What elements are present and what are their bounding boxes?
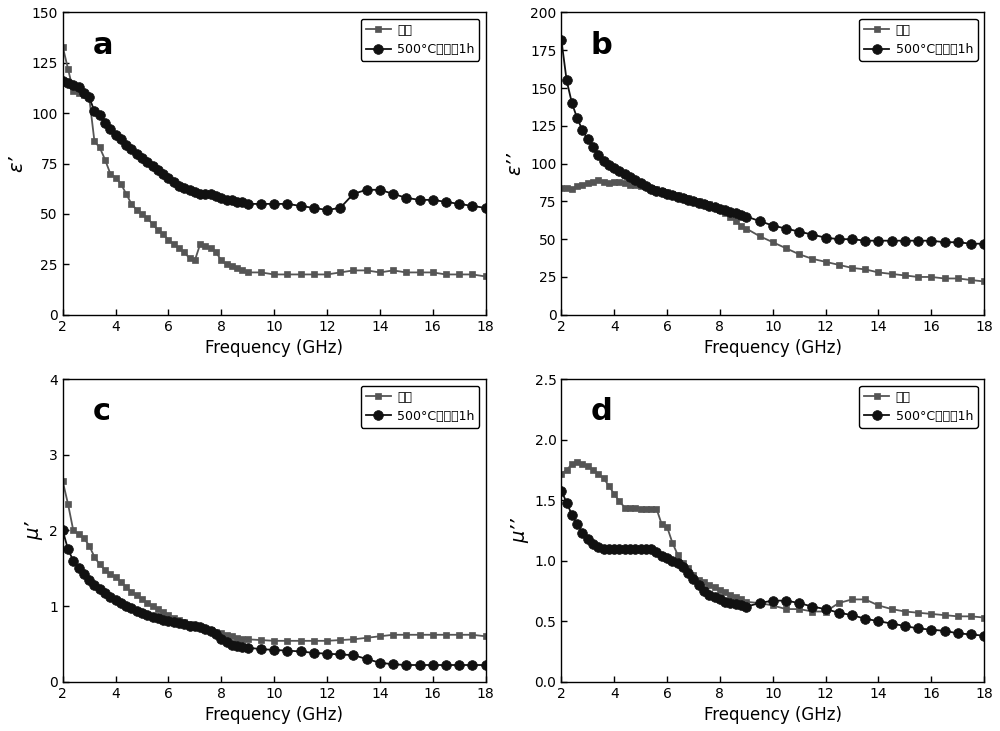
室温 <box>226 262 238 270</box>
室温 <box>767 238 779 246</box>
室温 <box>162 236 174 245</box>
500°C热处理1h <box>555 35 567 44</box>
室温 <box>608 490 620 499</box>
500°C热处理1h <box>480 203 492 212</box>
室温 <box>480 272 492 281</box>
Line: 室温: 室温 <box>558 177 988 285</box>
Line: 500°C热处理1h: 500°C热处理1h <box>556 485 989 640</box>
500°C热处理1h <box>754 599 766 607</box>
500°C热处理1h <box>57 526 69 535</box>
500°C热处理1h <box>210 192 222 200</box>
Text: d: d <box>591 398 613 426</box>
室温 <box>724 212 736 221</box>
Y-axis label: ε’: ε’ <box>7 155 26 172</box>
X-axis label: Frequency (GHz): Frequency (GHz) <box>205 706 343 724</box>
Text: b: b <box>591 31 613 60</box>
Legend: 室温, 500°C热处理1h: 室温, 500°C热处理1h <box>361 19 479 61</box>
500°C热处理1h <box>603 161 615 170</box>
Legend: 室温, 500°C热处理1h: 室温, 500°C热处理1h <box>859 19 978 61</box>
Line: 500°C热处理1h: 500°C热处理1h <box>58 526 490 670</box>
室温 <box>767 601 779 610</box>
500°C热处理1h <box>255 200 267 208</box>
室温 <box>162 610 174 619</box>
Legend: 室温, 500°C热处理1h: 室温, 500°C热处理1h <box>361 385 479 428</box>
Text: a: a <box>92 31 113 60</box>
室温 <box>255 636 267 645</box>
500°C热处理1h <box>321 205 333 214</box>
Line: 室温: 室温 <box>558 458 988 621</box>
500°C热处理1h <box>226 640 238 649</box>
室温 <box>268 637 280 645</box>
室温 <box>210 248 222 257</box>
室温 <box>555 469 567 478</box>
500°C热处理1h <box>709 203 721 212</box>
500°C热处理1h <box>162 617 174 626</box>
Y-axis label: μ’: μ’ <box>24 521 43 539</box>
室温 <box>221 260 233 269</box>
500°C热处理1h <box>719 597 731 606</box>
室温 <box>104 570 116 579</box>
500°C热处理1h <box>57 77 69 86</box>
室温 <box>221 630 233 639</box>
500°C热处理1h <box>709 593 721 602</box>
室温 <box>730 593 742 602</box>
500°C热处理1h <box>104 125 116 134</box>
室温 <box>57 477 69 485</box>
500°C热处理1h <box>221 638 233 647</box>
X-axis label: Frequency (GHz): Frequency (GHz) <box>704 706 842 724</box>
X-axis label: Frequency (GHz): Frequency (GHz) <box>205 339 343 357</box>
500°C热处理1h <box>400 661 412 670</box>
500°C热处理1h <box>480 661 492 670</box>
室温 <box>978 613 990 622</box>
室温 <box>666 189 678 198</box>
室温 <box>608 178 620 186</box>
室温 <box>714 586 726 594</box>
室温 <box>210 627 222 636</box>
室温 <box>730 216 742 225</box>
500°C热处理1h <box>965 239 977 248</box>
室温 <box>666 538 678 547</box>
Y-axis label: ε’’: ε’’ <box>506 152 525 175</box>
500°C热处理1h <box>221 195 233 204</box>
Line: 500°C热处理1h: 500°C热处理1h <box>556 35 989 249</box>
Text: c: c <box>92 398 110 426</box>
500°C热处理1h <box>724 599 736 607</box>
500°C热处理1h <box>555 486 567 495</box>
500°C热处理1h <box>603 545 615 553</box>
室温 <box>724 590 736 599</box>
X-axis label: Frequency (GHz): Frequency (GHz) <box>704 339 842 357</box>
Line: 室温: 室温 <box>59 478 489 644</box>
室温 <box>104 170 116 178</box>
Line: 室温: 室温 <box>59 43 489 280</box>
500°C热处理1h <box>210 629 222 638</box>
500°C热处理1h <box>978 632 990 640</box>
室温 <box>480 632 492 640</box>
室温 <box>555 183 567 192</box>
Line: 500°C热处理1h: 500°C热处理1h <box>58 76 490 215</box>
500°C热处理1h <box>719 206 731 215</box>
室温 <box>978 277 990 286</box>
500°C热处理1h <box>255 645 267 654</box>
500°C热处理1h <box>162 173 174 182</box>
室温 <box>255 268 267 277</box>
500°C热处理1h <box>661 554 673 563</box>
室温 <box>57 42 69 51</box>
500°C热处理1h <box>661 189 673 198</box>
500°C热处理1h <box>104 593 116 602</box>
500°C热处理1h <box>754 216 766 225</box>
Legend: 室温, 500°C热处理1h: 室温, 500°C热处理1h <box>859 385 978 428</box>
500°C热处理1h <box>724 208 736 216</box>
500°C热处理1h <box>226 195 238 204</box>
室温 <box>714 206 726 215</box>
室温 <box>592 176 604 185</box>
Y-axis label: μ’’: μ’’ <box>510 518 529 543</box>
室温 <box>571 457 583 466</box>
500°C热处理1h <box>978 239 990 248</box>
室温 <box>226 632 238 640</box>
